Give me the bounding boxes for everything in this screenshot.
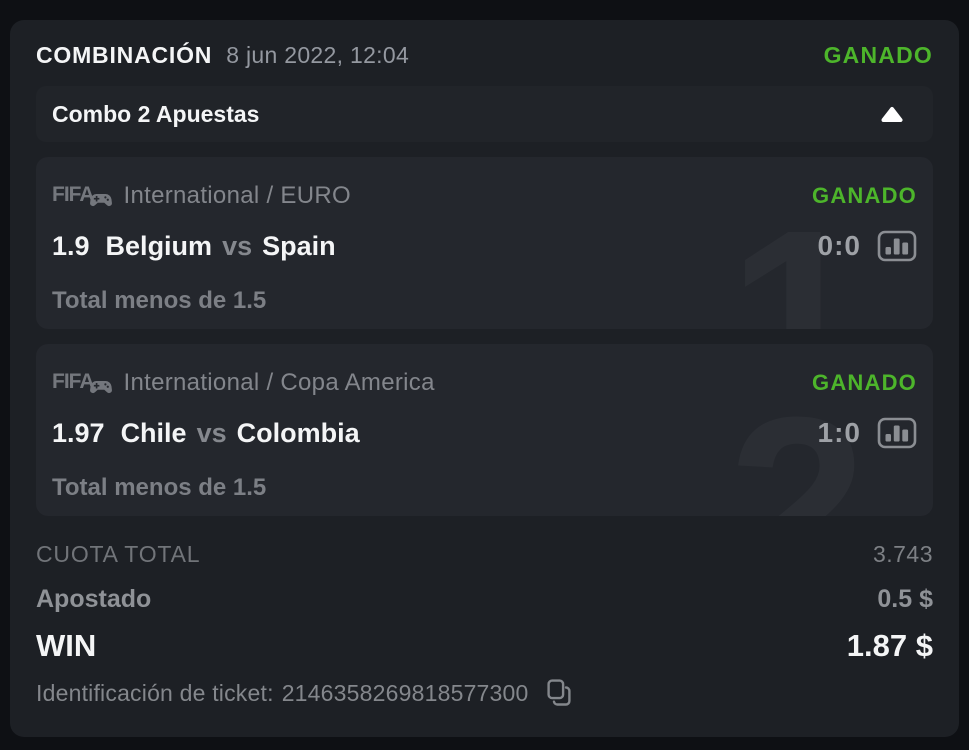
fifa-esports-logo: FIFA [52,371,112,394]
bet-number-watermark: 1 [727,178,867,330]
bet-status-badge: GANADO [812,183,917,208]
match-score: 0:0 [817,230,861,261]
combo-collapse-bar[interactable]: Combo 2 Apuestas [36,86,933,142]
home-team: Belgium [105,230,213,261]
bet-number-watermark: 2 [727,365,867,517]
vs-label: vs [222,230,253,261]
home-team: Chile [120,417,187,448]
away-team: Spain [262,230,336,261]
ticket-header: COMBINACIÓN 8 jun 2022, 12:04 GANADO [10,20,959,84]
total-odds-label: CUOTA TOTAL [36,540,201,567]
bet-ticket-card: COMBINACIÓN 8 jun 2022, 12:04 GANADO Com… [10,20,959,737]
ticket-type-title: COMBINACIÓN [36,41,213,68]
bet-card-2: 2 FIFA International / Copa America GANA… [36,344,933,516]
ticket-id-label: Identificación de ticket: [36,679,274,706]
match-stats-icon[interactable] [877,230,917,262]
bet-odds: 1.9 [52,230,90,261]
total-odds-row: CUOTA TOTAL 3.743 [36,532,933,576]
stake-label: Apostado [36,584,152,613]
ticket-id-value: 2146358269818577300 [281,679,529,706]
bet-card-1: 1 FIFA International / EURO GANADO 1.9 B… [36,157,933,329]
bet-market: Total menos de 1.5 [52,287,267,314]
win-value: 1.87 $ [846,628,933,663]
stake-row: Apostado 0.5 $ [36,576,933,622]
bet-status-badge: GANADO [812,370,917,395]
chevron-up-icon[interactable] [881,106,903,123]
ticket-status-badge: GANADO [823,41,933,68]
fifa-esports-logo: FIFA [52,184,112,207]
ticket-summary: CUOTA TOTAL 3.743 Apostado 0.5 $ WIN 1.8… [10,516,959,716]
total-odds-value: 3.743 [872,540,933,567]
stake-value: 0.5 $ [877,584,933,613]
vs-label: vs [196,417,227,448]
win-label: WIN [36,628,97,663]
away-team: Colombia [236,417,360,448]
gamepad-icon [89,381,112,394]
match-score: 1:0 [817,417,861,448]
bet-odds: 1.97 [52,417,105,448]
match-stats-icon[interactable] [877,417,917,449]
ticket-id-row: Identificación de ticket: 21463582698185… [36,670,933,716]
win-row: WIN 1.87 $ [36,622,933,670]
combo-label: Combo 2 Apuestas [52,100,260,127]
ticket-date: 8 jun 2022, 12:04 [226,41,410,68]
copy-icon[interactable] [546,679,571,707]
bet-category: International / EURO [123,182,351,209]
bet-market: Total menos de 1.5 [52,474,267,501]
bet-category: International / Copa America [123,369,435,396]
gamepad-icon [89,194,112,207]
